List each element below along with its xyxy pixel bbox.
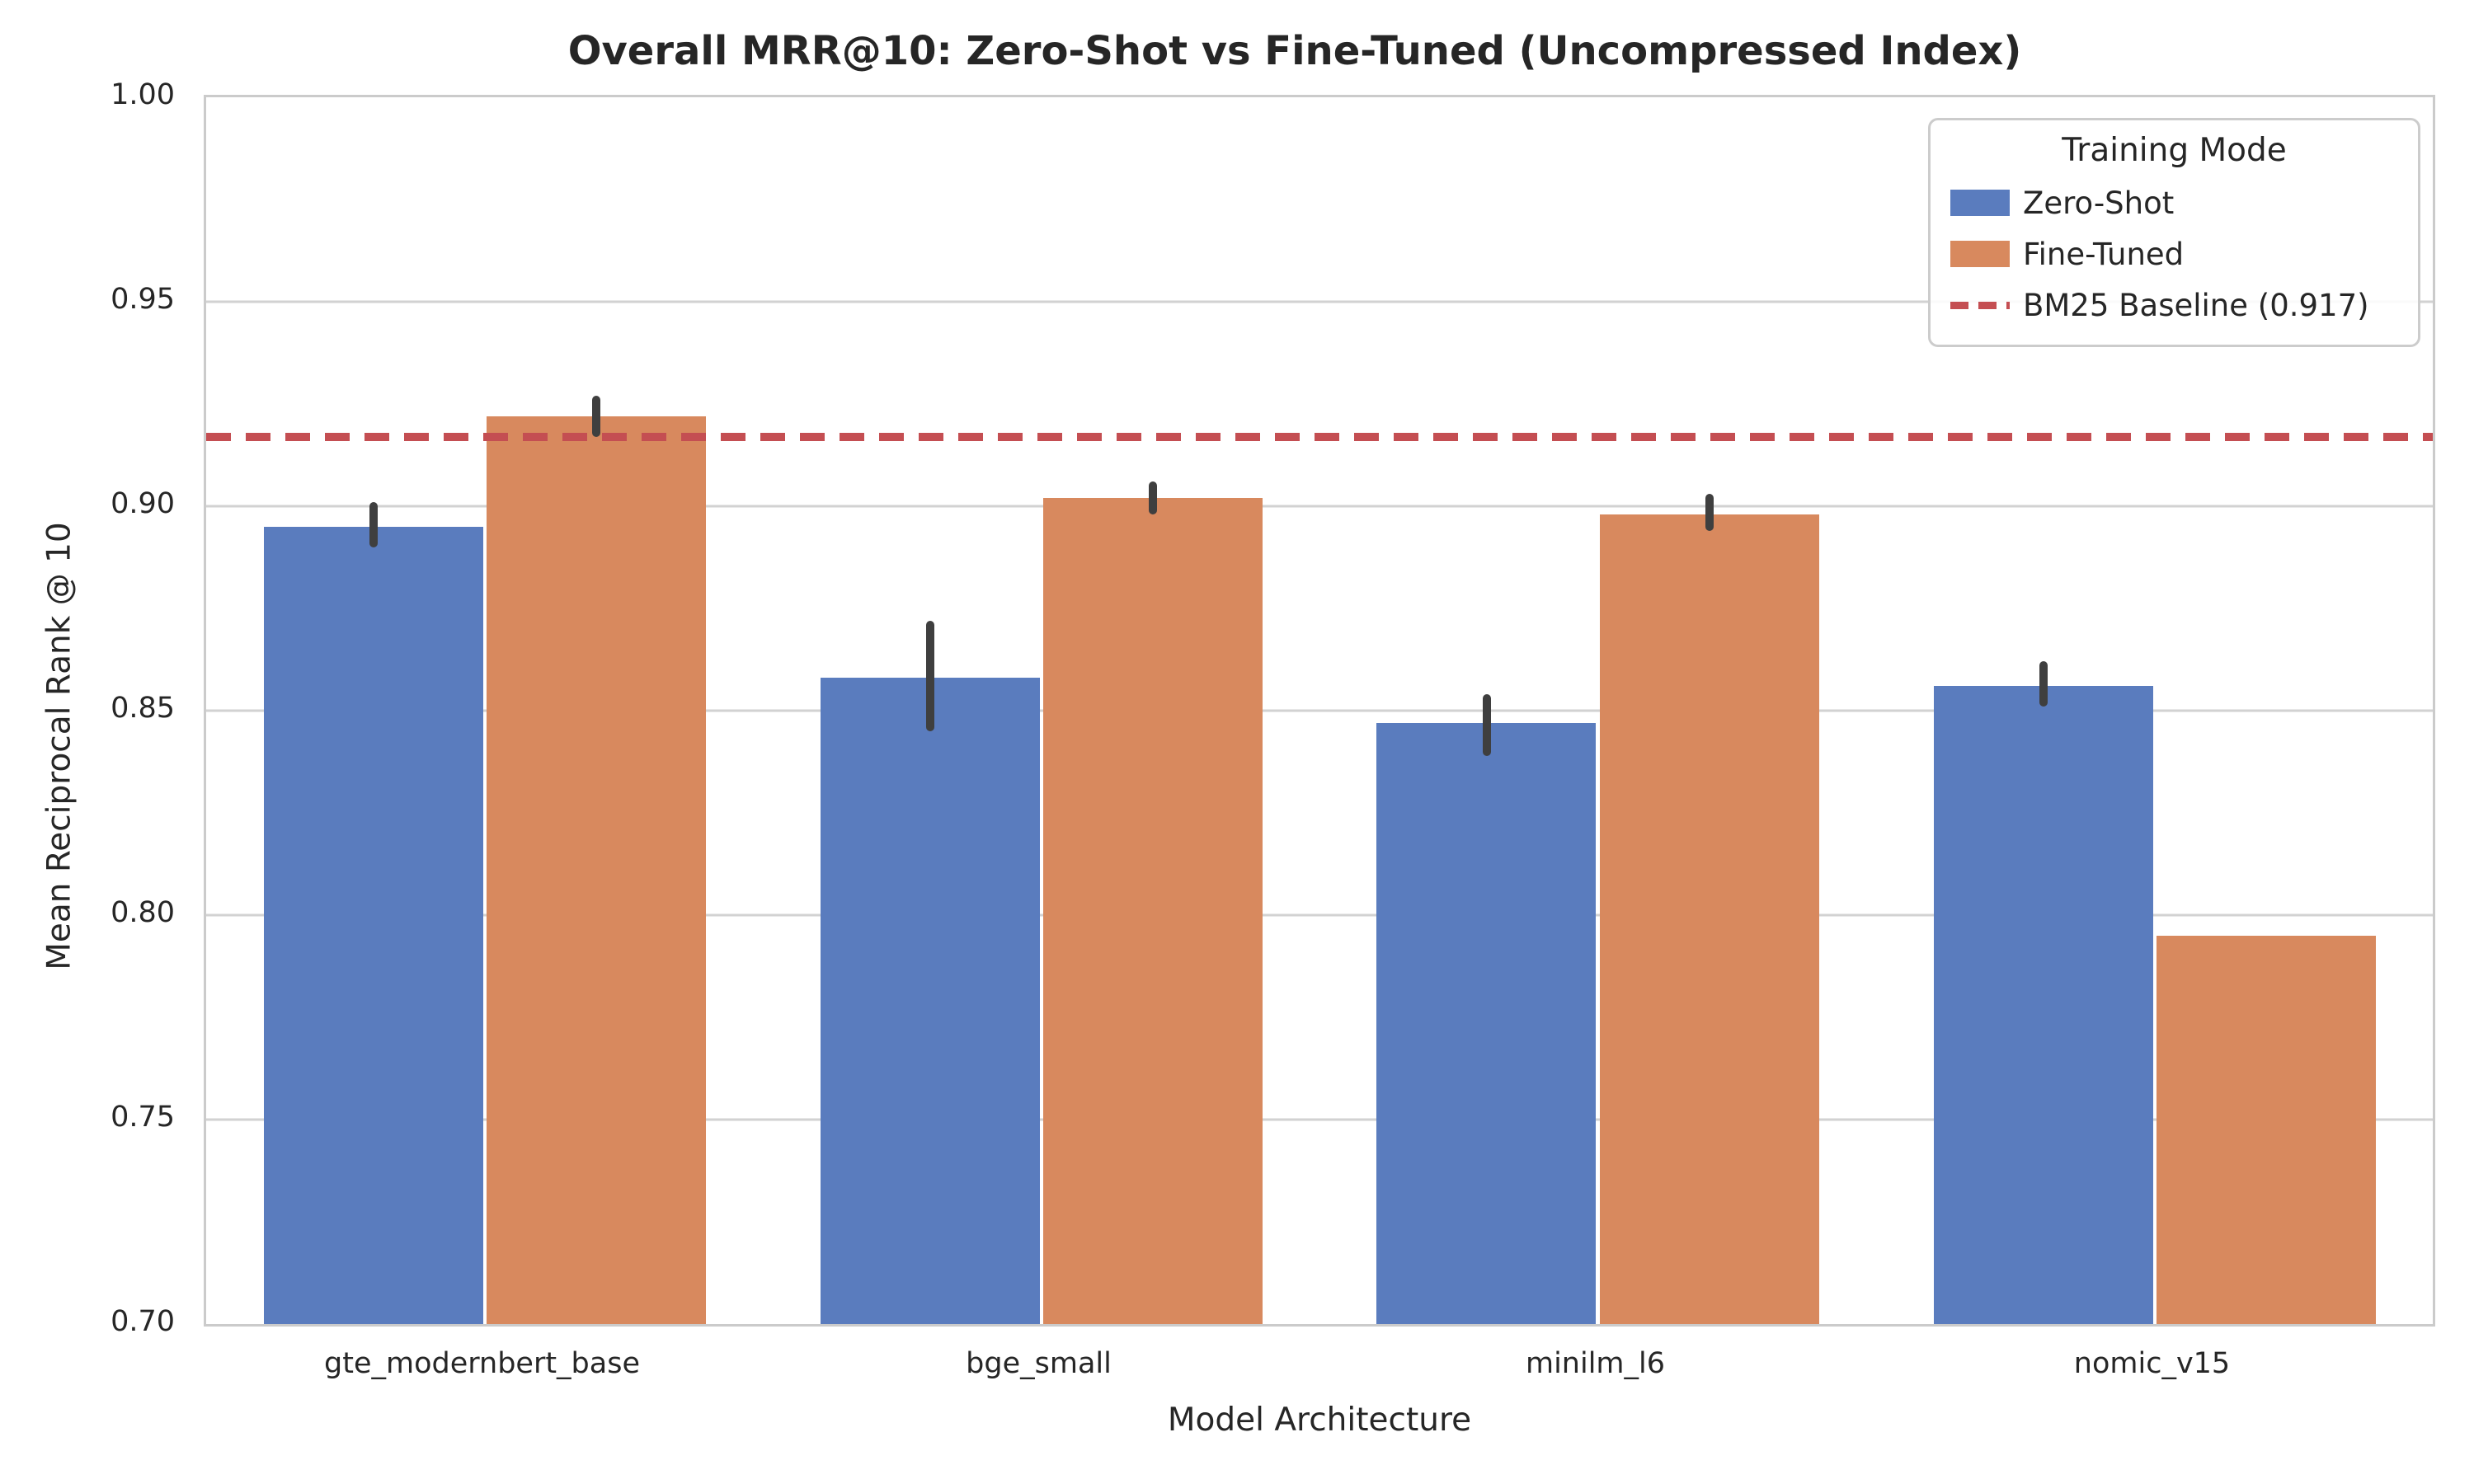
error-bar-fine-tuned-gte-modernbert-base <box>591 396 600 437</box>
y-axis-label: Mean Reciprocal Rank @ 10 <box>40 522 78 970</box>
x-tick-label-bge-small: bge_small <box>966 1347 1112 1380</box>
bar-fine-tuned-bge-small <box>1042 498 1263 1324</box>
y-tick-label-0.95: 0.95 <box>111 283 175 316</box>
legend-label: BM25 Baseline (0.917) <box>2023 287 2369 323</box>
y-tick-label-1.00: 1.00 <box>111 78 175 111</box>
y-tick-label-0.90: 0.90 <box>111 487 175 520</box>
error-bar-zero-shot-nomic-v15 <box>2039 661 2048 707</box>
gridline-0.85 <box>206 709 2433 712</box>
gridline-0.90 <box>206 505 2433 508</box>
error-bar-zero-shot-gte-modernbert-base <box>369 502 378 547</box>
legend-entry-zero-shot: Zero-Shot <box>1931 177 2418 228</box>
legend-entry-bm25-baseline-0-917-: BM25 Baseline (0.917) <box>1931 279 2418 331</box>
y-axis-ticks: 0.70 0.75 0.80 0.85 0.90 0.95 1.00 <box>0 78 175 1338</box>
gridline-0.80 <box>206 913 2433 917</box>
y-tick-label-0.75: 0.75 <box>111 1101 175 1134</box>
x-tick-label-nomic-v15: nomic_v15 <box>2073 1347 2231 1380</box>
legend-label: Fine-Tuned <box>2023 236 2185 272</box>
error-bar-fine-tuned-minilm-l6 <box>1705 494 1714 531</box>
bar-fine-tuned-gte-modernbert-base <box>486 416 706 1324</box>
x-axis-ticks: gte_modernbert_base bge_small minilm_l6 nom… <box>204 1342 2430 1392</box>
legend-color-swatch <box>1950 190 2010 216</box>
bar-zero-shot-gte-modernbert-base <box>263 526 483 1324</box>
y-tick-label-0.70: 0.70 <box>111 1305 175 1338</box>
legend-entries: Zero-Shot Fine-Tuned BM25 Baseline (0.917) <box>1931 177 2418 331</box>
baseline-line <box>206 432 2433 441</box>
x-tick-label-minilm-l6: minilm_l6 <box>1525 1347 1666 1380</box>
x-tick-label-gte-modernbert-base: gte_modernbert_base <box>324 1347 640 1380</box>
legend-title: Training Mode <box>2062 132 2287 169</box>
error-bar-fine-tuned-bge-small <box>1148 481 1157 514</box>
legend-label: Zero-Shot <box>2023 185 2175 221</box>
legend-dashed-line-swatch <box>1950 301 2010 309</box>
error-bar-zero-shot-bge-small <box>925 620 934 731</box>
legend-color-swatch <box>1950 241 2010 267</box>
bar-fine-tuned-minilm-l6 <box>1599 514 1819 1324</box>
bar-zero-shot-bge-small <box>820 678 1040 1324</box>
legend-entry-fine-tuned: Fine-Tuned <box>1931 228 2418 279</box>
y-tick-label-0.80: 0.80 <box>111 896 175 929</box>
x-axis-label: Model Architecture <box>1167 1402 1472 1439</box>
bar-zero-shot-minilm-l6 <box>1376 722 1597 1324</box>
legend: Training Mode Zero-Shot Fine-Tuned BM25 Ba… <box>1928 118 2420 347</box>
bar-fine-tuned-nomic-v15 <box>2156 935 2376 1324</box>
chart-title: Overall MRR@10: Zero-Shot vs Fine-Tuned … <box>567 28 2022 74</box>
error-bar-zero-shot-minilm-l6 <box>1482 694 1491 756</box>
bar-zero-shot-nomic-v15 <box>1933 686 2153 1324</box>
gridline-0.75 <box>206 1118 2433 1121</box>
gridline-0.95 <box>206 300 2433 303</box>
y-tick-label-0.85: 0.85 <box>111 692 175 725</box>
